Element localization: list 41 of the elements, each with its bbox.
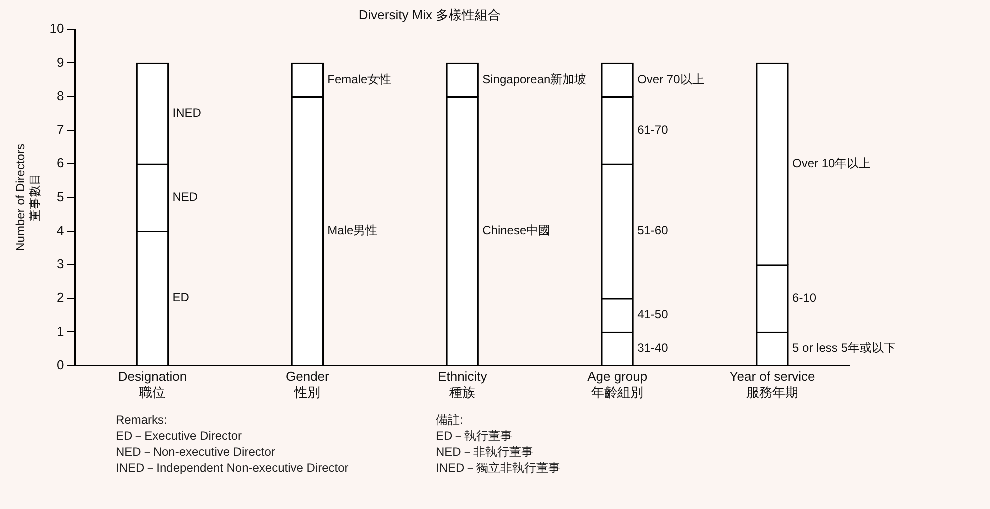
series-label: 5 or less 5年或以下 xyxy=(792,341,896,356)
series-label: Over 70以上 xyxy=(638,72,704,86)
chart-title: Diversity Mix 多樣性組合 xyxy=(358,7,502,22)
series-label: Singaporean新加坡 xyxy=(482,72,587,86)
x-tick-label: Ethnicity 種族 xyxy=(438,369,488,400)
y-tick-label: 6 xyxy=(57,156,64,171)
series-label: NED xyxy=(172,190,198,204)
series-label: ED xyxy=(172,290,190,305)
y-tick-label: 0 xyxy=(57,357,64,372)
text: NED－Non-executive Director xyxy=(116,444,276,460)
text: INED－獨立非執行董事 xyxy=(436,460,562,476)
series-label: Chinese中國 xyxy=(482,223,551,238)
series-label: 61-70 xyxy=(638,122,669,137)
y-tick-label: 9 xyxy=(57,54,64,70)
text: 備註: xyxy=(436,412,464,428)
series-label: 6-10 xyxy=(792,290,817,305)
series-label: Male男性 xyxy=(328,223,378,238)
text: INED－Independent Non-executive Director xyxy=(116,460,350,476)
text: Remarks: xyxy=(116,412,168,428)
x-tick-label: Age group 年齡組別 xyxy=(588,369,648,400)
y-tick-label: 1 xyxy=(57,324,64,339)
series-label: 41-50 xyxy=(638,308,669,322)
y-tick-label: 4 xyxy=(57,222,64,238)
y-tick-label: 3 xyxy=(57,256,64,272)
y-tick-label: 8 xyxy=(57,88,64,104)
text: ED－Executive Director xyxy=(116,428,244,444)
series-label: 51-60 xyxy=(638,224,669,238)
y-tick-label: 10 xyxy=(50,21,64,36)
text: NED－非執行董事 xyxy=(436,444,534,460)
series-label: Female女性 xyxy=(328,72,392,86)
x-tick-label: Gender 性別 xyxy=(286,369,330,400)
x-tick-label: Year of service 服務年期 xyxy=(730,369,816,400)
x-tick-label: Designation 職位 xyxy=(118,369,188,400)
series-label: Over 10年以上 xyxy=(792,156,872,170)
series-label: 31-40 xyxy=(638,341,669,356)
y-tick-label: 7 xyxy=(57,122,64,138)
y-axis-title: Number of Directors 董事數目 xyxy=(14,144,42,252)
y-tick-label: 2 xyxy=(57,290,64,306)
y-tick-label: 5 xyxy=(57,189,64,204)
text: ED－執行董事 xyxy=(436,428,514,444)
series-label: INED xyxy=(172,106,202,120)
